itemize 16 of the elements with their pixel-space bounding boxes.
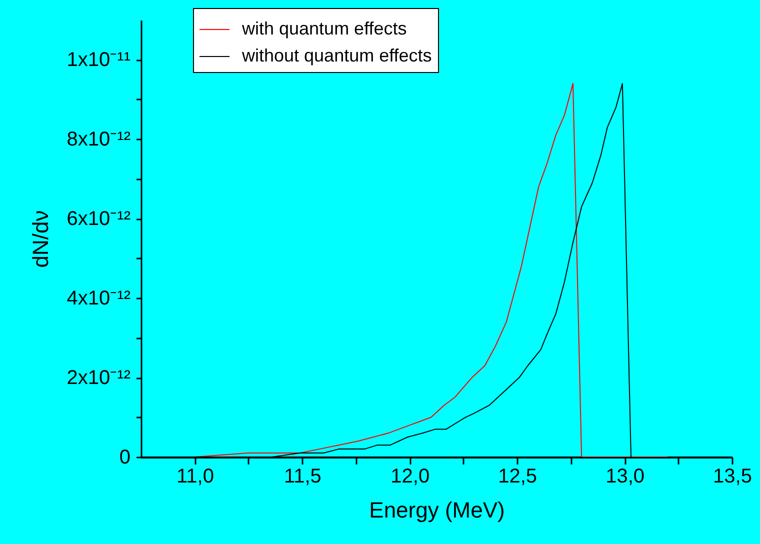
y-tick-label: 8x10⁻¹² <box>66 128 131 151</box>
x-axis-title: Energy (MeV) <box>369 498 505 522</box>
legend-label: with quantum effects <box>241 18 407 38</box>
legend-label: without quantum effects <box>241 46 432 66</box>
y-tick-label: 0 <box>119 446 130 468</box>
y-axis-title: dN/dν <box>28 210 53 268</box>
x-tick-label: 12,5 <box>498 466 538 488</box>
x-tick-label: 11,0 <box>176 466 214 488</box>
x-tick-label: 12,0 <box>390 466 430 488</box>
x-tick-label: 11,5 <box>284 466 322 488</box>
y-tick-label: 2x10⁻¹² <box>66 367 131 390</box>
y-tick-label: 1x10⁻¹¹ <box>66 49 131 72</box>
x-tick-label: 13,5 <box>713 466 752 488</box>
y-tick-label: 6x10⁻¹² <box>66 208 131 230</box>
x-tick-label: 13,0 <box>606 466 645 488</box>
y-tick-label: 4x10⁻¹² <box>66 288 131 310</box>
